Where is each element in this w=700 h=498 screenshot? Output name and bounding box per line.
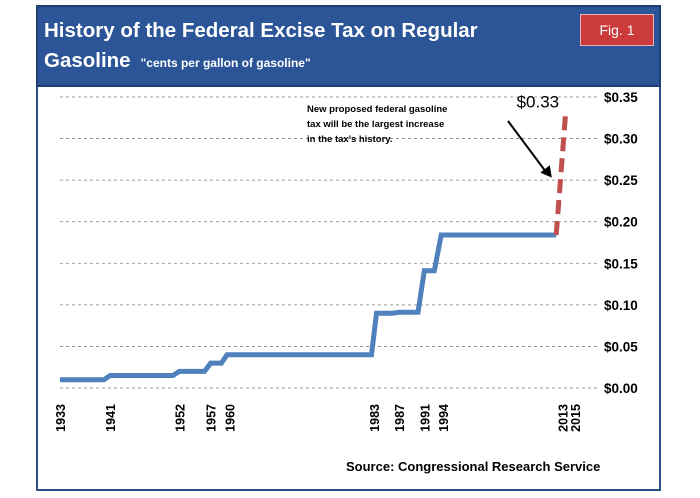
x-tick-label: 1983	[368, 404, 382, 432]
y-tick-label: $0.10	[604, 298, 638, 313]
x-tick-label: 1960	[224, 404, 238, 432]
series-layer	[60, 113, 569, 383]
chart-subtitle: "cents per gallon of gasoline"	[140, 56, 311, 70]
historical-tax-line	[60, 232, 557, 383]
x-tick-label: 1957	[205, 404, 219, 432]
annotation-layer: $0.33 New proposed federal gasoline tax wi…	[307, 93, 559, 178]
chart-title-line2: Gasoline "cents per gallon of gasoline"	[44, 46, 478, 78]
value-label-033: $0.33	[517, 93, 560, 112]
y-axis-ticks: $0.00 $0.05 $0.10 $0.15 $0.20 $0.25 $0.30 $0.35	[604, 90, 638, 396]
y-tick-label: $0.35	[604, 90, 638, 105]
y-tick-label: $0.15	[604, 256, 638, 271]
y-tick-label: $0.30	[604, 132, 638, 147]
x-axis-ticks: 1933 1941 1952 1957 1960 1983 1987 1991 1994 2013…	[54, 404, 583, 432]
x-tick-label: 1933	[54, 404, 68, 432]
source-note: Source: Congressional Research Service	[346, 459, 601, 474]
x-tick-label: 1941	[104, 404, 118, 432]
y-tick-label: $0.25	[604, 173, 638, 188]
chart-title-word: Gasoline	[44, 49, 131, 72]
x-tick-label: 1952	[173, 404, 187, 432]
y-tick-label: $0.20	[604, 215, 638, 230]
proposed-tax-line	[553, 113, 569, 236]
chart-title: History of the Federal Excise Tax on Reg…	[44, 16, 478, 78]
chart-title-line1: History of the Federal Excise Tax on Reg…	[44, 19, 478, 42]
x-tick-label: 2013	[556, 404, 570, 432]
annotation-note-line: in the tax's history.	[307, 134, 393, 145]
x-tick-label: 2015	[569, 404, 583, 432]
annotation-note-line: tax will be the largest increase	[307, 119, 444, 130]
figure-badge: Fig. 1	[580, 14, 654, 46]
annotation-note-line: New proposed federal gasoline	[307, 104, 447, 115]
y-tick-label: $0.00	[604, 381, 638, 396]
header-bar	[36, 5, 661, 87]
y-tick-label: $0.05	[604, 339, 638, 354]
annotation-arrow	[507, 120, 547, 173]
x-tick-label: 1991	[418, 404, 432, 432]
x-tick-label: 1987	[393, 404, 407, 432]
x-tick-label: 1994	[437, 404, 451, 432]
annotation-arrowhead	[540, 165, 552, 178]
